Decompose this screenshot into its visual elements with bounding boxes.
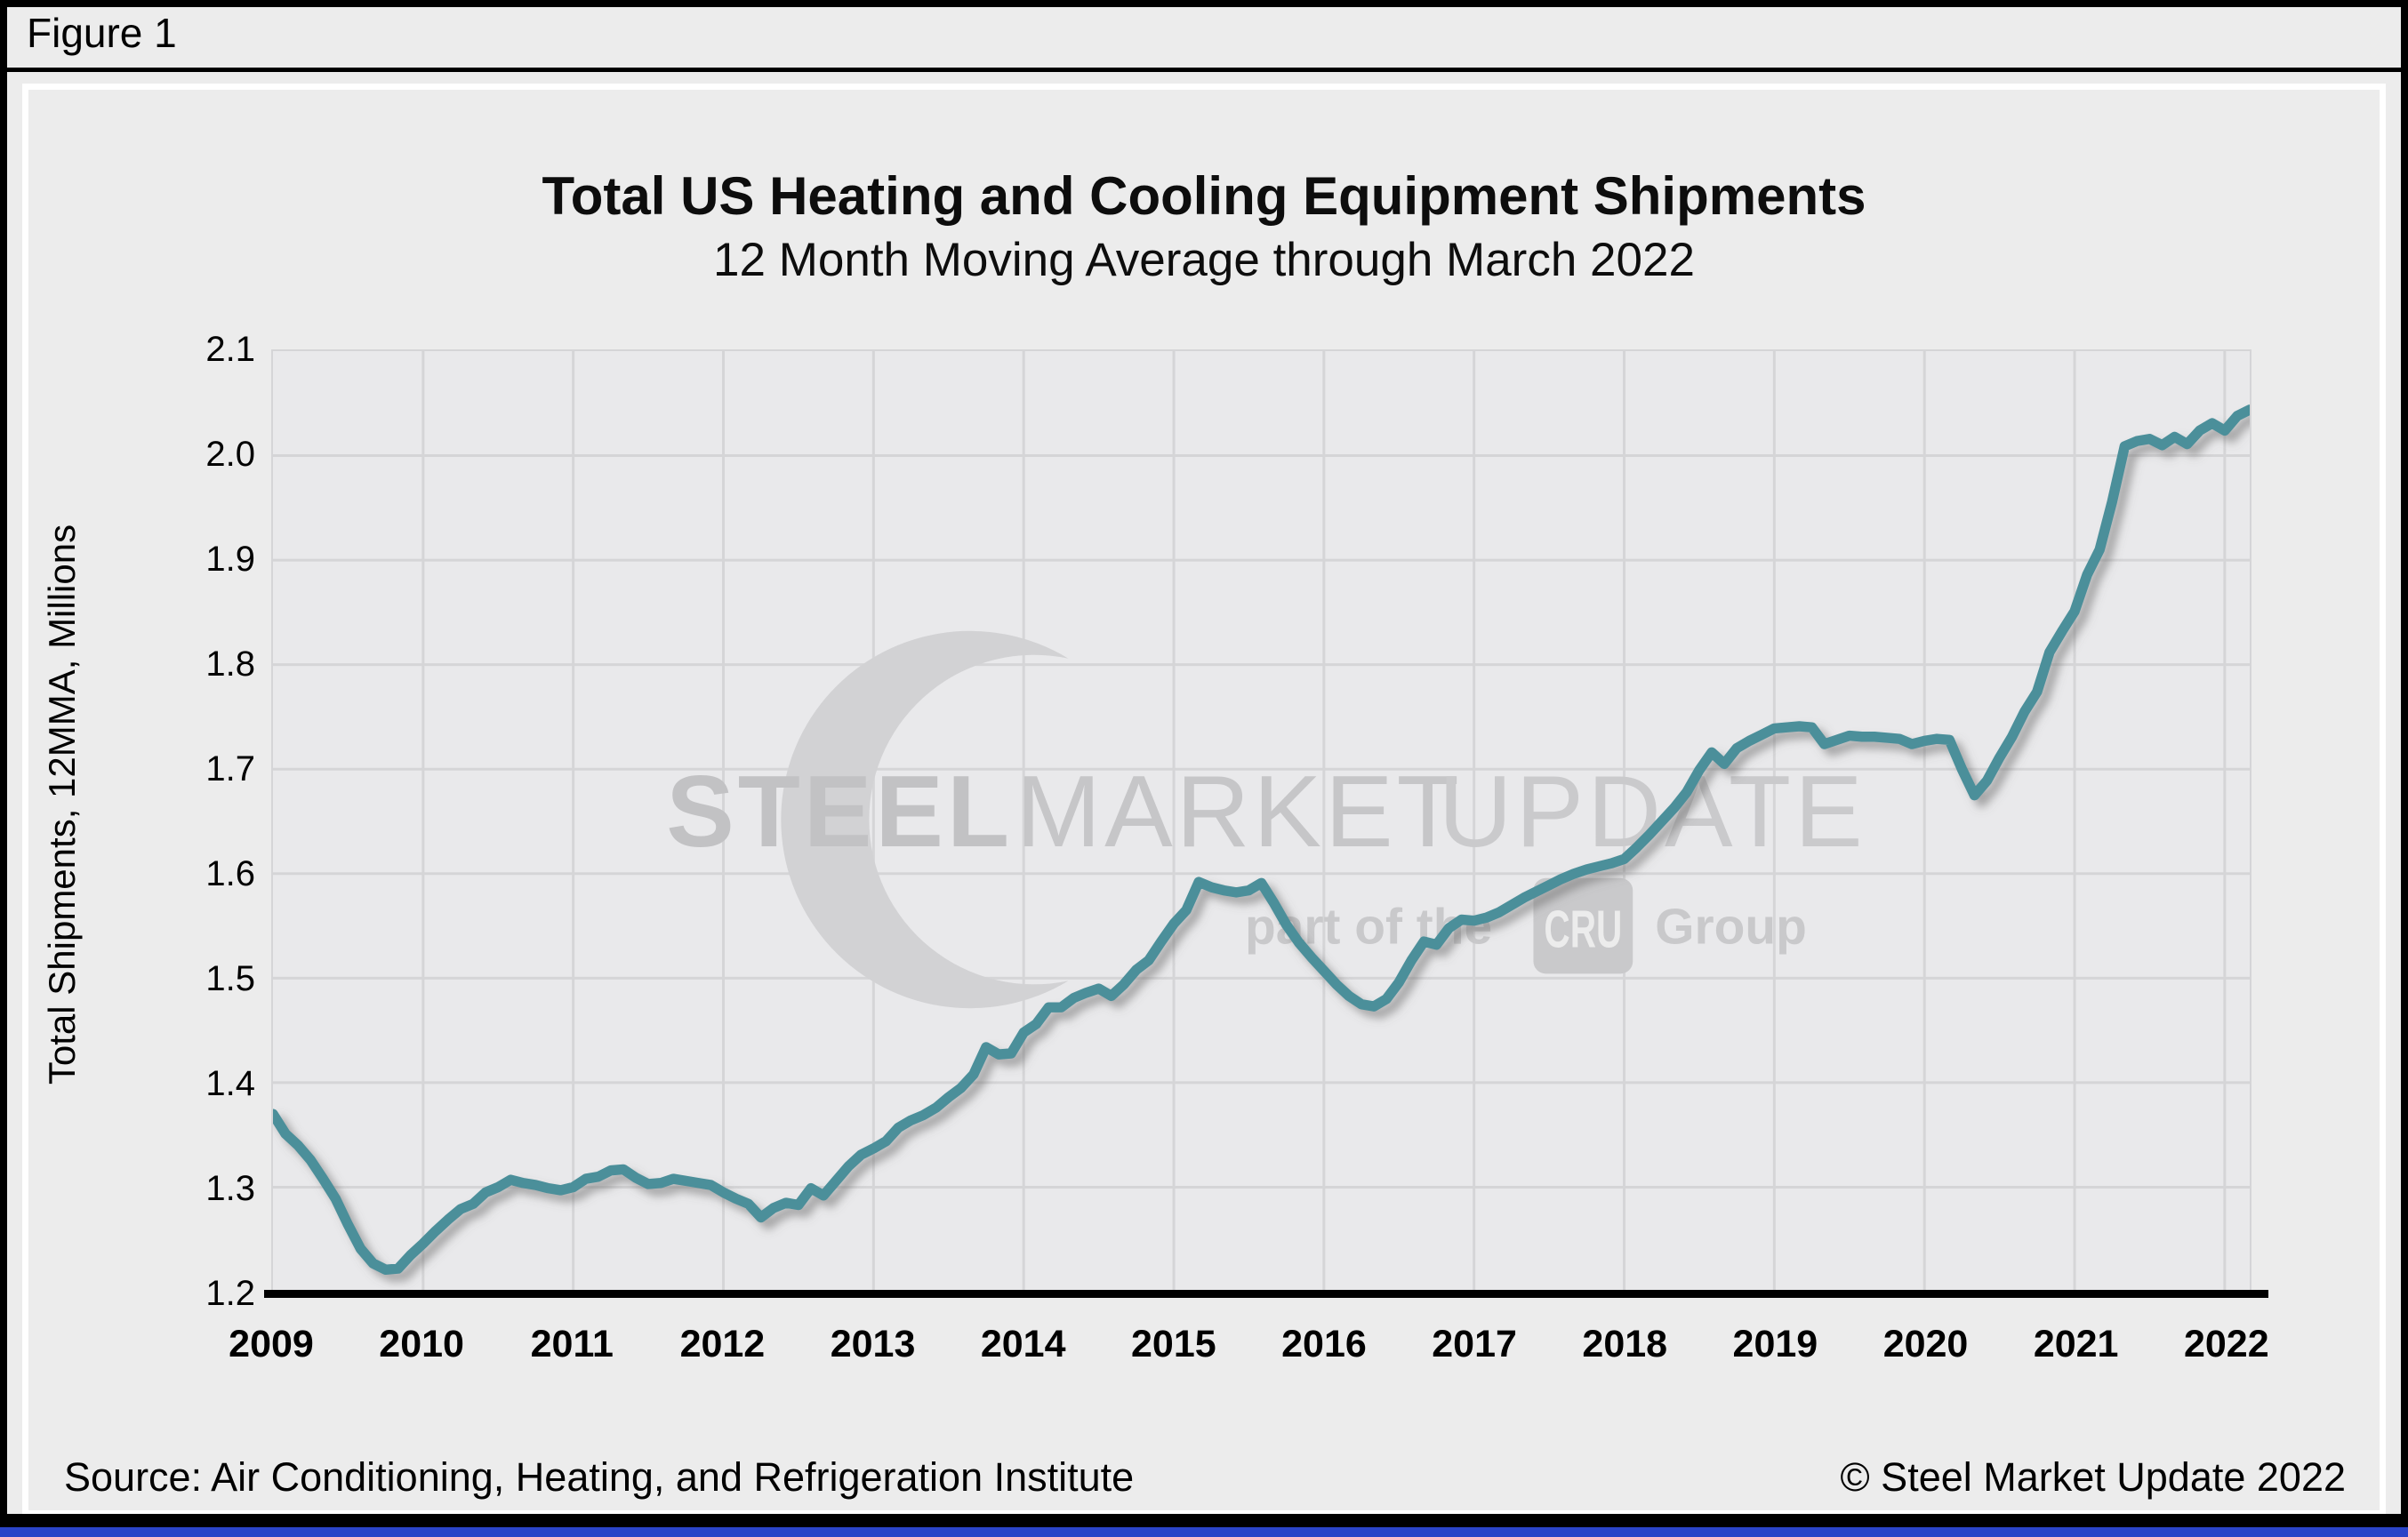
x-tick-label: 2020 [1882, 1323, 1969, 1365]
line-chart: STEEL MARKET UPDATE part of the CRU Grou… [273, 351, 2250, 1292]
x-tick-label: 2015 [1130, 1323, 1216, 1365]
y-tick-label: 2.1 [205, 330, 255, 369]
x-tick-label: 2012 [679, 1323, 766, 1365]
watermark: STEEL MARKET UPDATE part of the CRU Grou… [666, 630, 1866, 1009]
y-tick-label: 1.8 [205, 644, 255, 684]
x-tick-label: 2017 [1432, 1323, 1517, 1365]
page-border-bottom [0, 1514, 2408, 1527]
watermark-word-steel: STEEL [666, 755, 1013, 869]
shipments-data-line [273, 404, 2250, 1276]
plot-area: STEEL MARKET UPDATE part of the CRU Grou… [271, 349, 2251, 1293]
chart-title: Total US Heating and Cooling Equipment S… [542, 166, 1866, 226]
y-tick-label: 1.4 [205, 1064, 255, 1103]
cru-logo-box [1533, 877, 1633, 974]
watermark-word-market: MARKET [1015, 755, 1462, 869]
header-divider [7, 68, 2401, 72]
watermark-tagline-suffix: Group [1655, 900, 1807, 956]
copyright-note: © Steel Market Update 2022 [1840, 1454, 2346, 1500]
page-border-left [0, 0, 7, 1537]
x-tick-label: 2019 [1732, 1323, 1818, 1365]
y-tick-label: 1.9 [205, 540, 255, 579]
x-tick-label: 2010 [379, 1323, 464, 1365]
page-border-right [2401, 0, 2408, 1537]
x-tick-label: 2016 [1281, 1323, 1367, 1365]
smu-crescent-logo-icon [781, 630, 1069, 1009]
source-note: Source: Air Conditioning, Heating, and R… [64, 1454, 1135, 1500]
x-tick-label: 2022 [2183, 1323, 2269, 1365]
y-tick-label: 2.0 [205, 435, 255, 474]
chart-subtitle: 12 Month Moving Average through March 20… [713, 234, 1695, 286]
x-tick-label: 2009 [229, 1323, 314, 1365]
cru-logo-text: CRU [1544, 900, 1622, 959]
x-axis-line [264, 1290, 2268, 1298]
figure-label: Figure 1 [27, 10, 177, 56]
y-tick-label: 1.7 [205, 749, 255, 789]
watermark-word-update: UPDATE [1439, 755, 1866, 869]
y-tick-label: 1.5 [205, 959, 255, 998]
x-tick-label: 2021 [2033, 1323, 2119, 1365]
x-tick-label: 2018 [1582, 1323, 1668, 1365]
x-tick-label: 2014 [980, 1323, 1066, 1365]
x-tick-label: 2011 [530, 1323, 614, 1365]
x-tick-label: 2013 [830, 1323, 916, 1365]
y-axis-title: Total Shipments, 12MMA, Millions [41, 524, 83, 1085]
page-border-top [0, 0, 2408, 7]
y-tick-label: 1.2 [205, 1274, 255, 1313]
gridlines [273, 351, 2250, 1292]
y-tick-label: 1.3 [205, 1169, 255, 1208]
y-tick-label: 1.6 [205, 854, 255, 893]
bottom-blue-bar [0, 1527, 2408, 1537]
